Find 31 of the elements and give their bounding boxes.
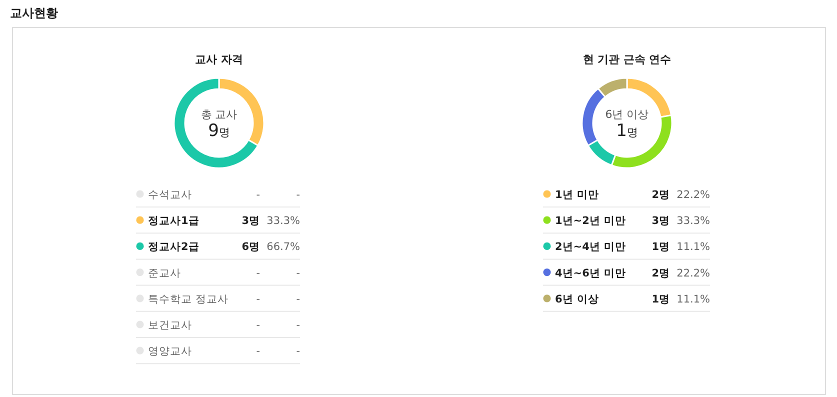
legend-label: 수석교사 (148, 189, 192, 201)
legend-label: 4년~6년 미만 (555, 267, 626, 280)
chart-title: 현 기관 근속 연수 (582, 53, 672, 66)
text: - - (256, 293, 300, 306)
legend-label: 정교사1급 (148, 215, 200, 228)
legend-label: 보건교사 (148, 320, 192, 332)
text: 교사현황 (10, 6, 58, 20)
legend-label: 특수학교 정교사 (148, 293, 228, 306)
text: 9명 (208, 121, 230, 141)
data-label: 2명 22.2% (652, 189, 710, 201)
text: - - (256, 189, 300, 201)
data-label: 3명 33.3% (652, 215, 710, 228)
text: - - (256, 267, 300, 280)
data-label: 1명 11.1% (652, 293, 710, 306)
legend-label: 영양교사 (148, 346, 192, 358)
legend-label: 6년 이상 (555, 293, 599, 306)
data-label: 1명 11.1% (652, 241, 710, 254)
legend-label: 준교사 (148, 267, 181, 280)
data-label: 3명 33.3% (242, 215, 300, 228)
text: - - (256, 320, 300, 332)
chart-title: 교사 자격 (195, 53, 243, 66)
text: 1명 (616, 121, 638, 141)
text: 총 교사 (200, 108, 238, 121)
legend-label: 2년~4년 미만 (555, 241, 626, 254)
legend-label: 1년~2년 미만 (555, 215, 626, 228)
legend-label: 정교사2급 (148, 241, 200, 254)
text: - - (256, 346, 300, 358)
data-label: 2명 22.2% (652, 267, 710, 280)
data-label: 6명 66.7% (242, 241, 300, 254)
legend-label: 1년 미만 (555, 189, 599, 201)
text: 6년 이상 (605, 108, 649, 121)
